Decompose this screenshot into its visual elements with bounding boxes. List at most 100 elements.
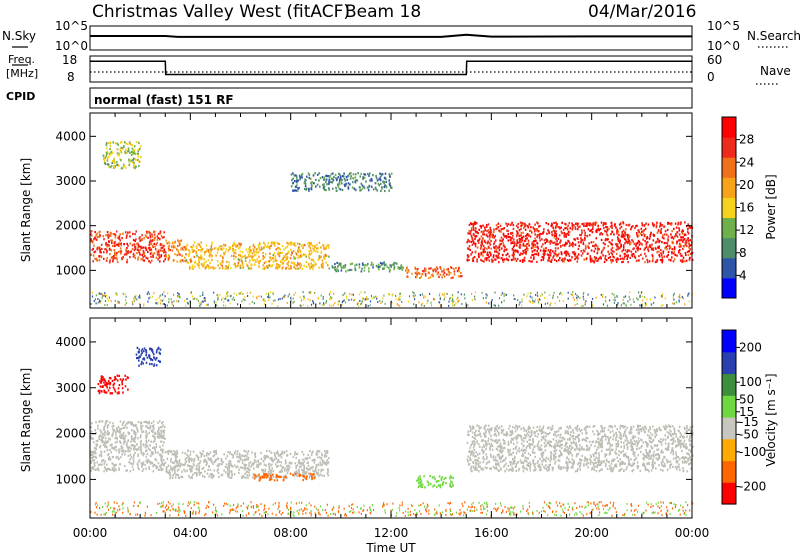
power-cell [118,235,121,238]
velocity-cell [132,460,135,463]
power-cell [143,252,145,255]
power-cell [616,243,619,246]
power-cell [507,229,509,232]
velocity-cell [176,473,178,476]
power-noise-cell [277,298,280,301]
power-cell [139,239,142,242]
power-cell [522,250,524,253]
velocity-cell [90,430,93,433]
power-cell [468,230,471,233]
power-cell [128,163,131,167]
power-cell [430,273,433,277]
power-cell [625,240,627,243]
velocity-cell [97,463,100,467]
power-colorbar-label: Power [dB] [764,174,778,239]
velocity-cell [98,437,101,441]
power-cell [546,239,548,242]
power-noise-cell [241,300,243,303]
velocity-cell [126,469,128,472]
power-cell [275,259,278,262]
power-noise-cell [179,296,181,299]
power-noise-cell [641,291,643,294]
power-noise-cell [501,301,503,304]
power-cell [309,246,312,249]
velocity-cell [169,474,172,477]
power-cell [293,257,295,260]
power-cell [637,246,639,249]
velocity-cell [140,445,142,448]
power-cell [262,257,264,260]
power-noise-cell [251,301,253,304]
velocity-cell [601,468,603,471]
power-cell [335,270,337,273]
power-cell [121,167,124,170]
power-cell [208,254,211,257]
power-cell [321,259,324,262]
velocity-cell [309,456,311,459]
power-cell [649,235,652,238]
power-noise-cell [118,301,120,304]
velocity-cell [151,452,153,455]
power-cell [312,264,315,267]
power-noise-cell [523,293,525,296]
power-cell [226,260,228,263]
power-cell [193,255,196,258]
velocity-cell [143,420,146,423]
power-noise-cell [288,293,290,296]
power-cell [263,267,265,271]
velocity-cell [179,462,182,465]
power-noise-cell [399,304,401,307]
power-cell [106,257,108,260]
power-cell [312,268,314,271]
velocity-cell [547,466,549,469]
power-cell [626,257,628,260]
power-cell [683,233,686,236]
power-cell [210,243,213,246]
power-cell [628,223,631,226]
power-cell [469,248,471,252]
velocity-cell [115,449,118,452]
velocity-cell [108,458,110,461]
power-noise-cell [376,295,378,298]
power-cell [133,161,135,164]
power-cell [107,163,109,166]
power-cell [140,246,142,249]
power-cell [687,228,689,231]
power-cell [648,260,651,263]
power-cell [119,158,121,161]
power-cell [675,226,678,229]
power-cell [490,253,492,256]
power-cell [446,273,448,276]
power-cell [138,164,140,168]
velocity-cell [205,460,207,463]
velocity-cell [133,432,135,435]
power-cell [573,224,575,227]
power-cell [687,232,690,235]
power-cell [530,226,532,229]
velocity-cell [107,440,109,443]
power-cell [644,261,646,264]
velocity-cell [129,453,132,456]
power-cell [275,248,278,251]
velocity-cell [123,441,125,444]
power-cell [587,228,590,231]
power-cell [551,258,553,261]
velocity-cell [100,455,103,458]
power-noise-cell [199,304,201,307]
power-noise-cell [439,296,441,299]
power-cell [292,189,294,192]
velocity-cell [144,463,146,467]
power-cell [297,189,299,192]
power-cell [495,258,497,261]
power-cell [667,235,670,238]
velocity-cell [173,450,175,453]
power-cell [676,242,678,245]
power-cell [241,262,244,265]
power-noise-cell [148,297,150,300]
velocity-cell [148,422,150,425]
velocity-cell [143,452,145,455]
power-cell [667,239,669,242]
power-cell [168,254,170,257]
velocity-cell [326,451,329,454]
power-cell [679,252,682,255]
